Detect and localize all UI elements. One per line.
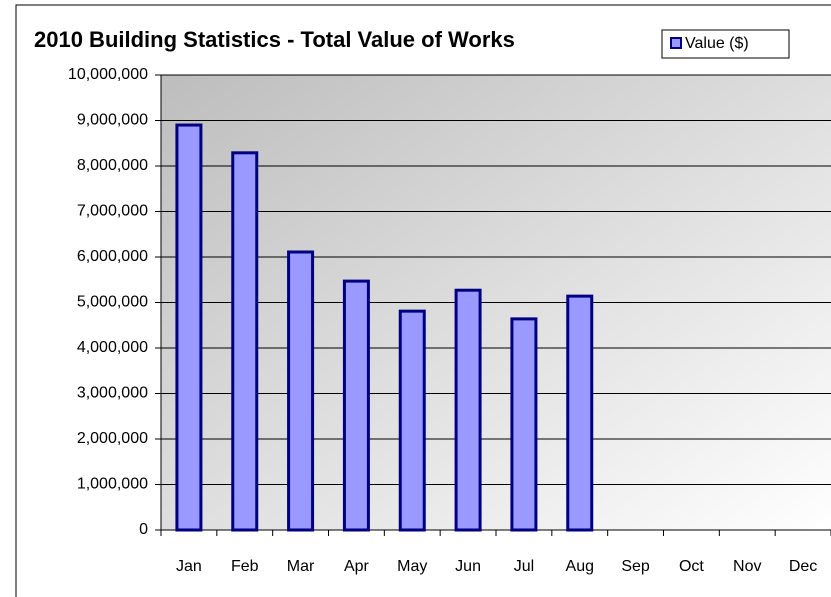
y-tick-label: 3,000,000 [77, 385, 148, 402]
bar [342, 279, 370, 532]
y-tick-label: 0 [139, 521, 148, 538]
bar [566, 294, 594, 532]
bar [454, 288, 482, 532]
bar [510, 317, 538, 532]
x-tick-label: Jun [455, 558, 481, 575]
y-tick-label: 2,000,000 [77, 430, 148, 447]
y-tick-label: 6,000,000 [77, 248, 148, 265]
x-tick-label: May [397, 558, 427, 575]
y-tick-label: 9,000,000 [77, 112, 148, 129]
bar [398, 309, 426, 532]
bar [231, 151, 259, 532]
bar [175, 123, 203, 532]
chart-title: 2010 Building Statistics - Total Value o… [34, 27, 515, 52]
x-tick-label: Sep [621, 558, 650, 575]
legend-box [661, 29, 790, 59]
x-tick-label: Mar [287, 558, 315, 575]
legend-swatch [670, 37, 682, 49]
y-tick-label: 10,000,000 [68, 66, 148, 83]
x-tick-label: Feb [231, 558, 259, 575]
x-tick-label: Nov [733, 558, 761, 575]
legend-label: Value ($) [685, 35, 749, 52]
y-tick-label: 4,000,000 [77, 339, 148, 356]
y-tick-label: 5,000,000 [77, 294, 148, 311]
x-tick-label: Jan [176, 558, 202, 575]
x-tick-label: Oct [679, 558, 704, 575]
y-tick-label: 7,000,000 [77, 203, 148, 220]
x-tick-label: Aug [566, 558, 594, 575]
x-tick-label: Apr [344, 558, 370, 575]
y-tick-label: 8,000,000 [77, 157, 148, 174]
x-tick-label: Dec [789, 558, 817, 575]
y-tick-label: 1,000,000 [77, 476, 148, 493]
bar [287, 250, 315, 532]
x-tick-label: Jul [514, 558, 534, 575]
